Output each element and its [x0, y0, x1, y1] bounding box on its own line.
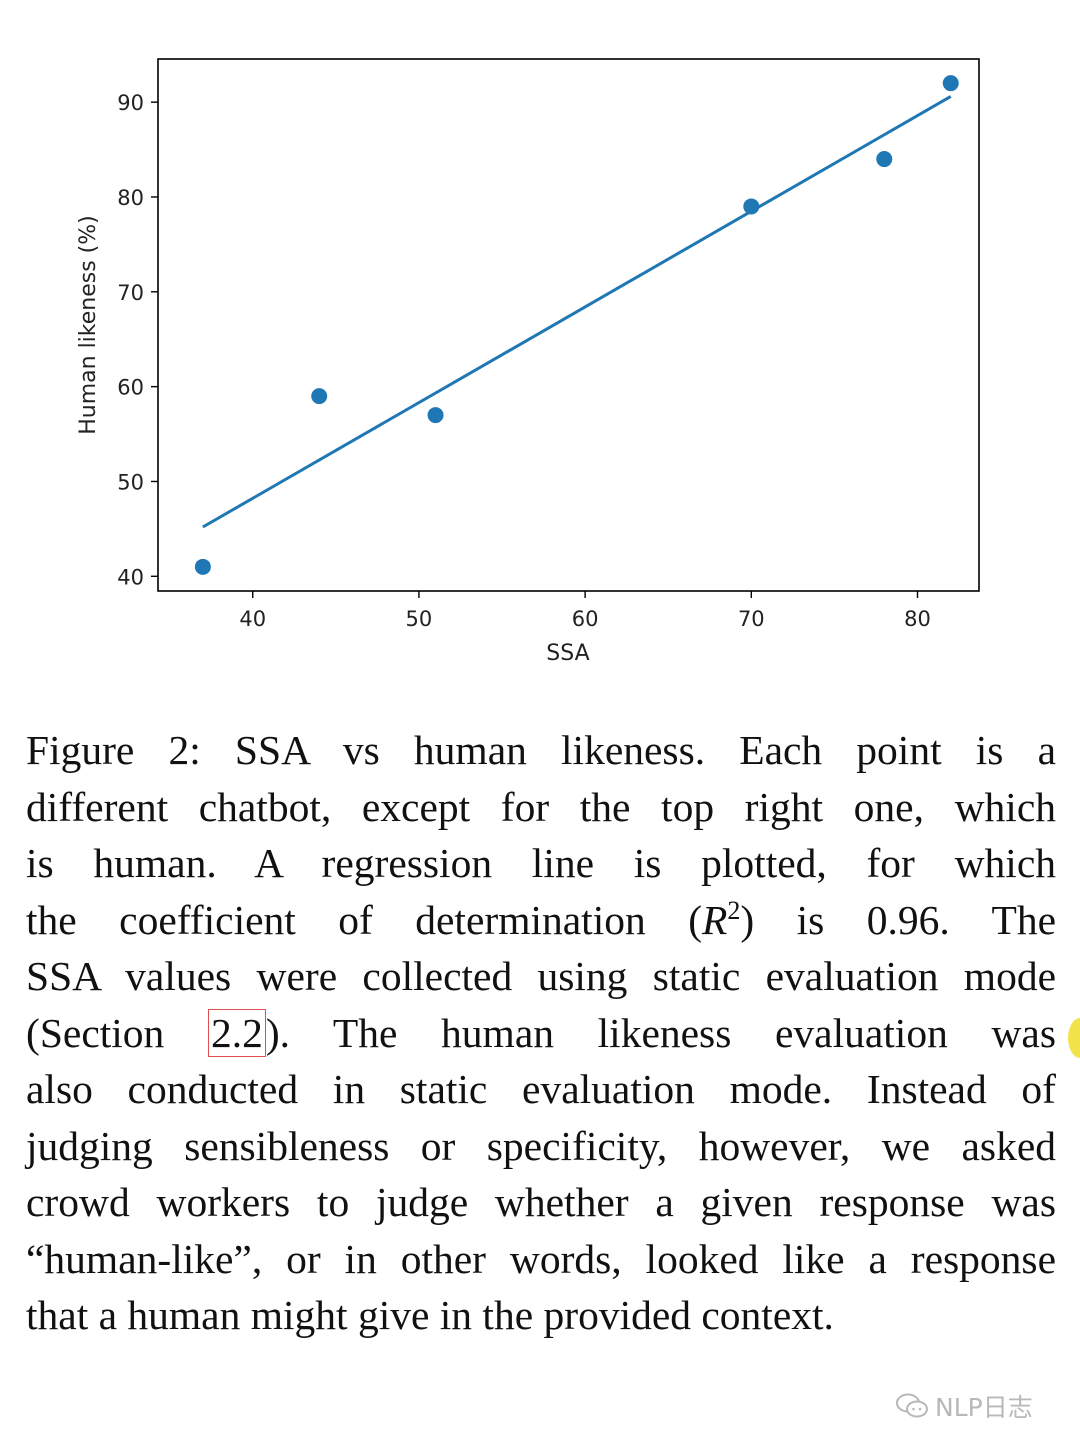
- data-point: [876, 151, 893, 168]
- caption-line: is human. A regression line is plotted, …: [26, 840, 1056, 886]
- caption-line: Figure 2: SSA vs human likeness. Each po…: [26, 727, 1056, 773]
- section-reference-link[interactable]: 2.2: [207, 1008, 266, 1057]
- caption-text: ) is 0.96. The: [740, 896, 1056, 943]
- caption-line: judging sensibleness or specificity, how…: [26, 1122, 1056, 1169]
- x-tick-label: 40: [239, 607, 266, 631]
- chat-bubbles-icon: [896, 1393, 928, 1418]
- caption-line: different chatbot, except for the top ri…: [26, 783, 1056, 830]
- y-axis-label: Human likeness (%): [76, 215, 101, 435]
- side-marker: [1068, 1018, 1080, 1058]
- r-symbol: R: [702, 896, 728, 943]
- x-tick-label: 60: [572, 607, 599, 631]
- scatter-chart: 40 50 60 70 80 40 50 60 70 80 90 SSA Human likene…: [76, 58, 980, 666]
- regression-line: [202, 95, 952, 529]
- caption-text: the coefficient of determination (: [26, 896, 703, 943]
- data-points: [194, 75, 959, 575]
- y-axis: 40 50 60 70 80 90: [117, 91, 158, 589]
- caption-text: (Section: [26, 1009, 165, 1056]
- caption-line: SSA values were collected using static e…: [26, 953, 1056, 999]
- data-point: [427, 407, 444, 424]
- caption-line: “human-like”, or in other words, looked …: [26, 1235, 1056, 1282]
- x-tick-label: 50: [406, 607, 433, 631]
- y-tick-label: 80: [117, 186, 144, 210]
- caption-line: the coefficient of determination (R2) is…: [26, 892, 1056, 949]
- y-tick-label: 90: [117, 91, 144, 115]
- caption-line: crowd workers to judge whether a given r…: [26, 1179, 1056, 1225]
- watermark-text: NLP日志: [935, 1393, 1033, 1422]
- x-tick-label: 70: [738, 607, 765, 631]
- caption-line: also conducted in static evaluation mode…: [26, 1066, 1056, 1112]
- y-tick-label: 40: [117, 565, 144, 589]
- x-axis: 40 50 60 70 80: [239, 591, 931, 631]
- y-tick-label: 50: [117, 470, 144, 494]
- data-point: [311, 388, 328, 405]
- data-point: [743, 198, 760, 215]
- caption-text: ). The human likeness evaluation was: [265, 1009, 1056, 1056]
- y-tick-label: 60: [117, 376, 144, 400]
- watermark: NLP日志: [895, 1388, 1033, 1424]
- caption-line: (Section 2.2). The human likeness evalua…: [26, 1005, 1056, 1062]
- superscript: 2: [727, 895, 741, 925]
- data-point: [194, 558, 211, 575]
- data-point: [942, 75, 959, 92]
- x-tick-label: 80: [904, 607, 931, 631]
- x-axis-label: SSA: [546, 641, 589, 666]
- y-tick-label: 70: [117, 281, 144, 305]
- plot-frame: [157, 58, 980, 592]
- figure-caption: Figure 2: SSA vs human likeness. Each po…: [26, 722, 1056, 1344]
- caption-line: that a human might give in the provided …: [26, 1292, 834, 1338]
